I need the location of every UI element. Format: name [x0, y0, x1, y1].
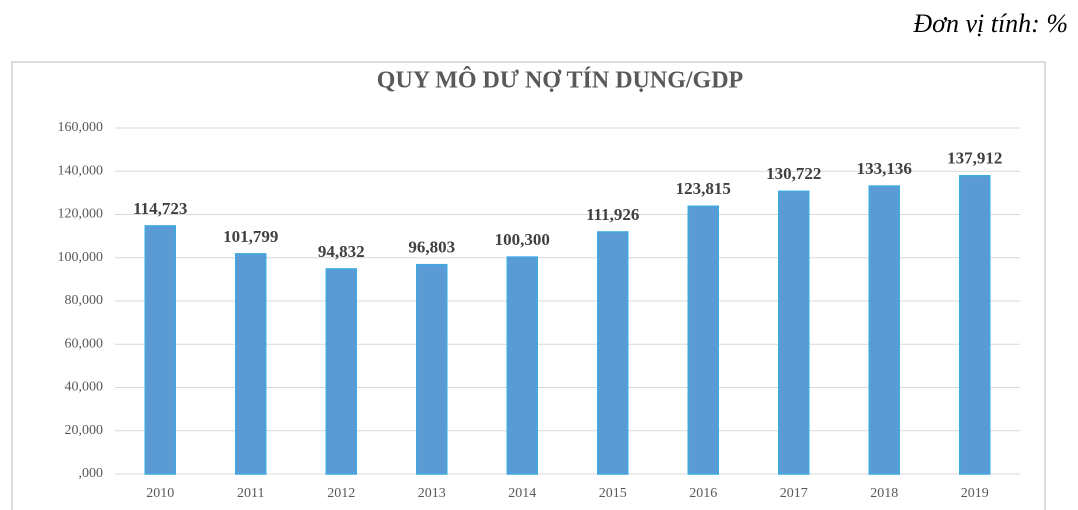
chart-frame: [11, 61, 1046, 510]
x-tick-label: 2010: [146, 486, 174, 501]
y-tick-label: 160,000: [58, 120, 104, 135]
value-label: 130,722: [766, 164, 821, 183]
y-tick-label: 20,000: [65, 423, 104, 438]
chart-title: QUY MÔ DƯ NỢ TÍN DỤNG/GDP: [377, 67, 743, 94]
y-tick-label: 60,000: [65, 336, 104, 351]
bar: [506, 256, 538, 475]
y-tick-label: 80,000: [65, 293, 104, 308]
value-label: 123,815: [676, 179, 731, 198]
bar: [597, 231, 629, 475]
bar: [416, 263, 448, 475]
x-tick-label: 2011: [237, 486, 264, 501]
x-tick-label: 2016: [689, 486, 717, 501]
y-tick-label: ,000: [79, 466, 104, 481]
x-tick-label: 2017: [780, 486, 808, 501]
bar: [778, 190, 810, 475]
bar: [868, 185, 900, 475]
value-label: 94,832: [318, 242, 365, 261]
x-tick-label: 2019: [961, 486, 989, 501]
unit-note: Đơn vị tính: %: [912, 9, 1068, 38]
bar: [144, 225, 176, 475]
value-label: 137,912: [947, 149, 1002, 168]
value-label: 133,136: [857, 159, 912, 178]
bar: [235, 253, 267, 475]
x-tick-label: 2013: [418, 486, 446, 501]
value-label: 100,300: [495, 230, 550, 249]
value-label: 96,803: [408, 238, 455, 257]
x-tick-label: 2018: [870, 486, 898, 501]
x-tick-label: 2015: [599, 486, 627, 501]
x-tick-label: 2014: [508, 486, 536, 501]
value-label: 114,723: [133, 199, 187, 218]
bar: [325, 268, 357, 475]
y-tick-label: 120,000: [58, 207, 104, 222]
y-tick-label: 40,000: [65, 380, 104, 395]
y-tick-label: 140,000: [58, 163, 104, 178]
x-tick-label: 2012: [327, 486, 355, 501]
bar: [687, 205, 719, 475]
bar: [959, 175, 991, 475]
y-tick-label: 100,000: [58, 250, 104, 265]
value-label: 111,926: [586, 205, 639, 224]
value-label: 101,799: [223, 227, 278, 246]
